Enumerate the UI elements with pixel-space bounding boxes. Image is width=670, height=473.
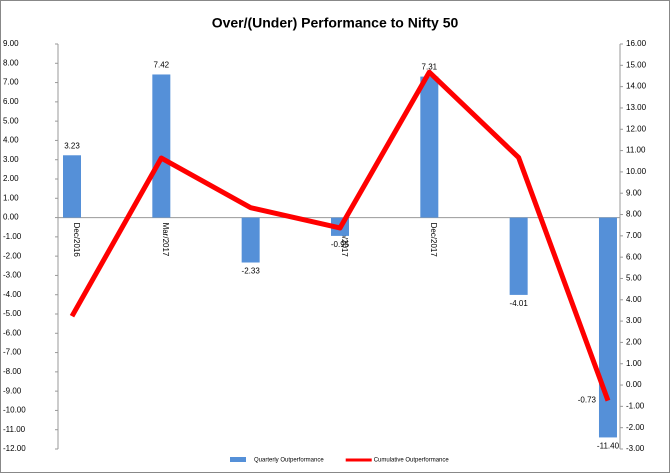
legend-swatch xyxy=(230,457,246,462)
y-tick-label: -11.00 xyxy=(3,425,26,434)
y-tick-label: 5.00 xyxy=(3,116,19,125)
bar xyxy=(509,217,528,295)
y2-tick-label: 9.00 xyxy=(626,188,642,197)
bar-value-label: -4.01 xyxy=(510,299,529,308)
y-tick-label: -3.00 xyxy=(3,271,22,280)
chart-title: Over/(Under) Performance to Nifty 50 xyxy=(212,15,459,31)
bar xyxy=(152,74,171,218)
y-tick-label: 8.00 xyxy=(3,58,19,67)
bar xyxy=(420,76,439,218)
y-tick-label: 6.00 xyxy=(3,97,19,106)
y2-tick-label: 15.00 xyxy=(626,60,647,69)
y2-tick-label: 14.00 xyxy=(626,82,647,91)
bar-value-label: 3.23 xyxy=(64,141,80,150)
y-tick-label: 2.00 xyxy=(3,174,19,183)
y-tick-label: -8.00 xyxy=(3,367,22,376)
y-tick-label: -1.00 xyxy=(3,232,22,241)
y2-tick-label: 3.00 xyxy=(626,316,642,325)
y2-tick-label: 4.00 xyxy=(626,295,642,304)
y2-tick-label: 16.00 xyxy=(626,39,647,48)
y2-tick-label: 0.00 xyxy=(626,380,642,389)
y-tick-label: 0.00 xyxy=(3,213,19,222)
y-tick-label: -12.00 xyxy=(3,444,26,453)
y2-tick-label: -1.00 xyxy=(626,401,645,410)
y-tick-label: 9.00 xyxy=(3,39,19,48)
line-value-label: -0.73 xyxy=(578,396,597,405)
x-tick-label: Sep/2017 xyxy=(340,223,349,258)
y-tick-label: -9.00 xyxy=(3,386,22,395)
y2-tick-label: 8.00 xyxy=(626,210,642,219)
legend-label: Cumulative Outperformance xyxy=(374,458,450,464)
bar xyxy=(63,155,81,218)
y-tick-label: -5.00 xyxy=(3,309,22,318)
bar-value-label: -0.95 xyxy=(331,240,350,249)
y2-tick-label: -3.00 xyxy=(626,444,645,453)
y2-tick-label: 1.00 xyxy=(626,359,642,368)
y-tick-label: -10.00 xyxy=(3,406,26,415)
bar-value-label: -2.33 xyxy=(242,267,261,276)
bar xyxy=(598,217,617,438)
bar-value-label: -11.40 xyxy=(597,442,620,451)
y-tick-label: 3.00 xyxy=(3,155,19,164)
y-tick-label: -4.00 xyxy=(3,290,22,299)
x-tick-label: Dec/2016 xyxy=(72,223,81,258)
y2-tick-label: 13.00 xyxy=(626,103,647,112)
y2-tick-label: 7.00 xyxy=(626,231,642,240)
bar-value-label: 7.42 xyxy=(154,61,170,70)
y2-tick-label: 12.00 xyxy=(626,124,647,133)
x-tick-label: Mar/2017 xyxy=(161,223,170,257)
line xyxy=(69,69,611,402)
legend-label: Quarterly Outperformance xyxy=(254,458,324,464)
y2-tick-label: -2.00 xyxy=(626,423,645,432)
y2-tick-label: 2.00 xyxy=(626,338,642,347)
bar xyxy=(241,217,260,263)
y2-tick-label: 11.00 xyxy=(626,146,646,155)
y2-tick-label: 5.00 xyxy=(626,274,642,283)
y2-tick-label: 6.00 xyxy=(626,252,642,261)
y-tick-label: -6.00 xyxy=(3,328,22,337)
x-tick-label: Dec/2017 xyxy=(429,223,438,258)
y-tick-label: 7.00 xyxy=(3,78,19,87)
bar-value-label: 7.31 xyxy=(422,63,438,72)
y-tick-label: 4.00 xyxy=(3,136,19,145)
y-tick-label: -7.00 xyxy=(3,348,22,357)
y-tick-label: 1.00 xyxy=(3,193,19,202)
y2-tick-label: 10.00 xyxy=(626,167,647,176)
y-tick-label: -2.00 xyxy=(3,251,22,260)
